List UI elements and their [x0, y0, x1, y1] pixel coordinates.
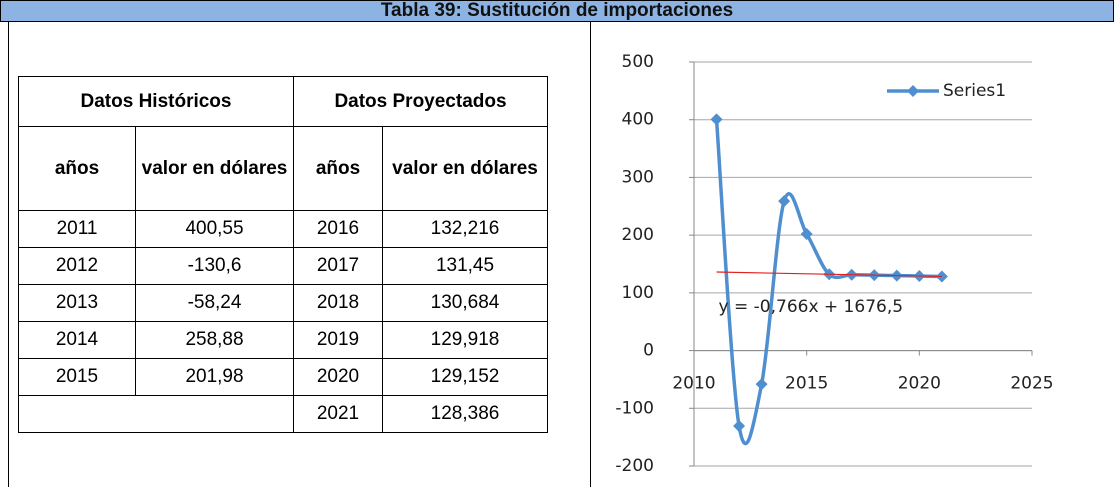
cell: 129,918	[382, 321, 548, 359]
cell: 2012	[18, 247, 136, 285]
cell: 131,45	[382, 247, 548, 285]
cell: 400,55	[135, 210, 294, 248]
group-header: Datos Históricos	[18, 76, 294, 127]
legend-label: Series1	[943, 81, 1006, 101]
cell: 2015	[18, 358, 136, 396]
cell: -58,24	[135, 284, 294, 322]
cell: 128,386	[382, 395, 548, 433]
empty-cell	[18, 395, 294, 433]
y-tick-label: -200	[615, 456, 654, 476]
cell: 2013	[18, 284, 136, 322]
marker	[778, 195, 791, 208]
cell: 2011	[18, 210, 136, 248]
marker	[710, 113, 723, 126]
column-header: valor en dólares	[382, 126, 548, 211]
marker	[755, 378, 768, 391]
column-header: valor en dólares	[135, 126, 294, 211]
marker	[935, 270, 948, 283]
y-tick-label: 300	[622, 167, 654, 187]
y-tick-label: 100	[622, 283, 654, 303]
legend-marker	[907, 85, 919, 97]
cell: 258,88	[135, 321, 294, 359]
title-bar: Tabla 39: Sustitución de importaciones	[0, 0, 1114, 22]
cell: 2014	[18, 321, 136, 359]
group-header: Datos Proyectados	[293, 76, 548, 127]
y-tick-label: 400	[622, 110, 654, 130]
marker	[800, 228, 813, 241]
cell: 2021	[293, 395, 383, 433]
y-tick-label: 0	[643, 341, 654, 361]
cell: 129,152	[382, 358, 548, 396]
trendline-label: y = -0,766x + 1676,5	[719, 297, 904, 317]
x-tick-label: 2010	[672, 374, 715, 394]
data-table: Datos Históricos Datos Proyectados años va…	[18, 76, 548, 433]
marker	[733, 419, 746, 432]
trendline	[716, 271, 942, 278]
series-line	[714, 119, 942, 446]
cell: 201,98	[135, 358, 294, 396]
y-tick-label: -100	[615, 398, 654, 418]
cell: -130,6	[135, 247, 294, 285]
cell: 130,684	[382, 284, 548, 322]
cell: 2019	[293, 321, 383, 359]
cell: 2020	[293, 358, 383, 396]
chart: -200 -100 0 100 200 300 400 500 2010 2015 2020 2025…	[615, 52, 1053, 476]
y-tick-label: 500	[622, 52, 654, 72]
frame-line	[590, 21, 591, 487]
cell: 2018	[293, 284, 383, 322]
x-tick-label: 2025	[1010, 374, 1053, 394]
cell: 2017	[293, 247, 383, 285]
frame-line	[8, 21, 9, 487]
x-tick-label: 2020	[898, 374, 941, 394]
column-header: años	[293, 126, 383, 211]
x-tick-label: 2015	[785, 374, 828, 394]
cell: 2016	[293, 210, 383, 248]
y-tick-label: 200	[622, 225, 654, 245]
column-header: años	[18, 126, 136, 211]
cell: 132,216	[382, 210, 548, 248]
